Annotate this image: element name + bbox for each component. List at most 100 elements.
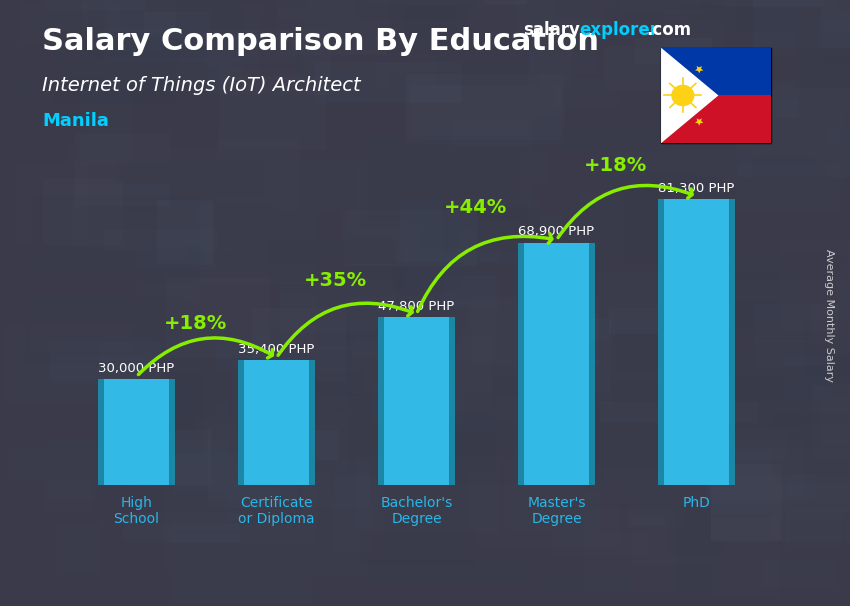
Bar [703,0,821,44]
Bar [373,387,462,422]
Bar [796,31,850,88]
Bar [686,0,767,1]
Bar [812,385,850,458]
Bar [836,271,850,356]
Bar [343,210,477,265]
Bar [616,136,753,177]
Bar [681,0,822,44]
Bar [273,161,401,210]
Bar [755,304,837,367]
Bar [471,295,599,366]
Bar [411,85,561,140]
Polygon shape [661,48,718,143]
Text: salary: salary [523,21,580,39]
Bar [172,441,280,493]
Bar [389,464,451,528]
Bar [43,0,145,12]
Bar [76,321,213,367]
Bar [486,277,563,319]
Bar [526,427,667,507]
Bar [734,6,821,31]
Bar [322,221,459,293]
Bar [186,204,348,293]
Bar [430,153,547,185]
Bar [108,5,263,62]
Bar [753,0,850,48]
Bar [405,5,455,39]
Bar [211,385,348,462]
Bar [511,445,600,533]
Bar [639,195,718,278]
Bar [15,288,139,331]
Bar [628,441,687,527]
Bar [707,79,799,118]
Bar [318,267,444,348]
Bar [658,199,735,485]
Bar [505,461,565,530]
Bar [258,20,303,76]
Bar [354,335,492,411]
Bar [470,0,612,39]
Bar [317,234,394,264]
Bar [244,361,309,485]
Bar [790,519,847,545]
Bar [278,405,419,486]
Bar [9,449,118,479]
Bar [826,127,850,179]
Bar [157,199,212,265]
Bar [252,308,346,381]
Bar [207,30,331,95]
Bar [698,429,786,460]
Bar [422,502,512,525]
Bar [126,245,220,298]
Bar [348,189,509,241]
Bar [756,4,850,55]
Bar [108,66,220,124]
Bar [34,261,190,333]
Bar [173,66,219,155]
Bar [682,59,806,134]
Bar [31,318,133,353]
Bar [356,166,443,214]
Bar [280,281,394,333]
Bar [206,181,323,261]
Bar [711,464,782,540]
Bar [742,19,824,67]
Text: explorer: explorer [580,21,659,39]
Bar [257,199,345,224]
Bar [104,230,234,250]
Bar [776,406,850,478]
Bar [47,439,96,500]
Bar [470,484,620,547]
Bar [762,560,836,588]
Bar [833,172,850,235]
Bar [779,211,850,262]
Bar [238,361,315,485]
Bar [442,207,540,298]
Bar [664,457,834,539]
Bar [843,513,850,604]
Bar [394,347,538,431]
Bar [440,251,550,308]
Bar [95,304,145,373]
Bar [180,33,305,64]
Bar [409,55,547,132]
Bar [644,59,758,105]
Bar [348,393,495,473]
Bar [602,447,690,500]
Bar [150,453,298,500]
Bar [751,151,816,176]
Bar [140,373,203,453]
Bar [406,74,564,145]
Bar [172,458,278,530]
Bar [804,319,850,377]
Bar [82,0,177,32]
Bar [92,30,163,51]
Bar [706,451,772,513]
Bar [530,118,673,151]
Bar [555,55,665,119]
Bar [647,79,706,130]
Bar [570,272,718,341]
Polygon shape [695,118,703,125]
Bar [579,413,644,490]
